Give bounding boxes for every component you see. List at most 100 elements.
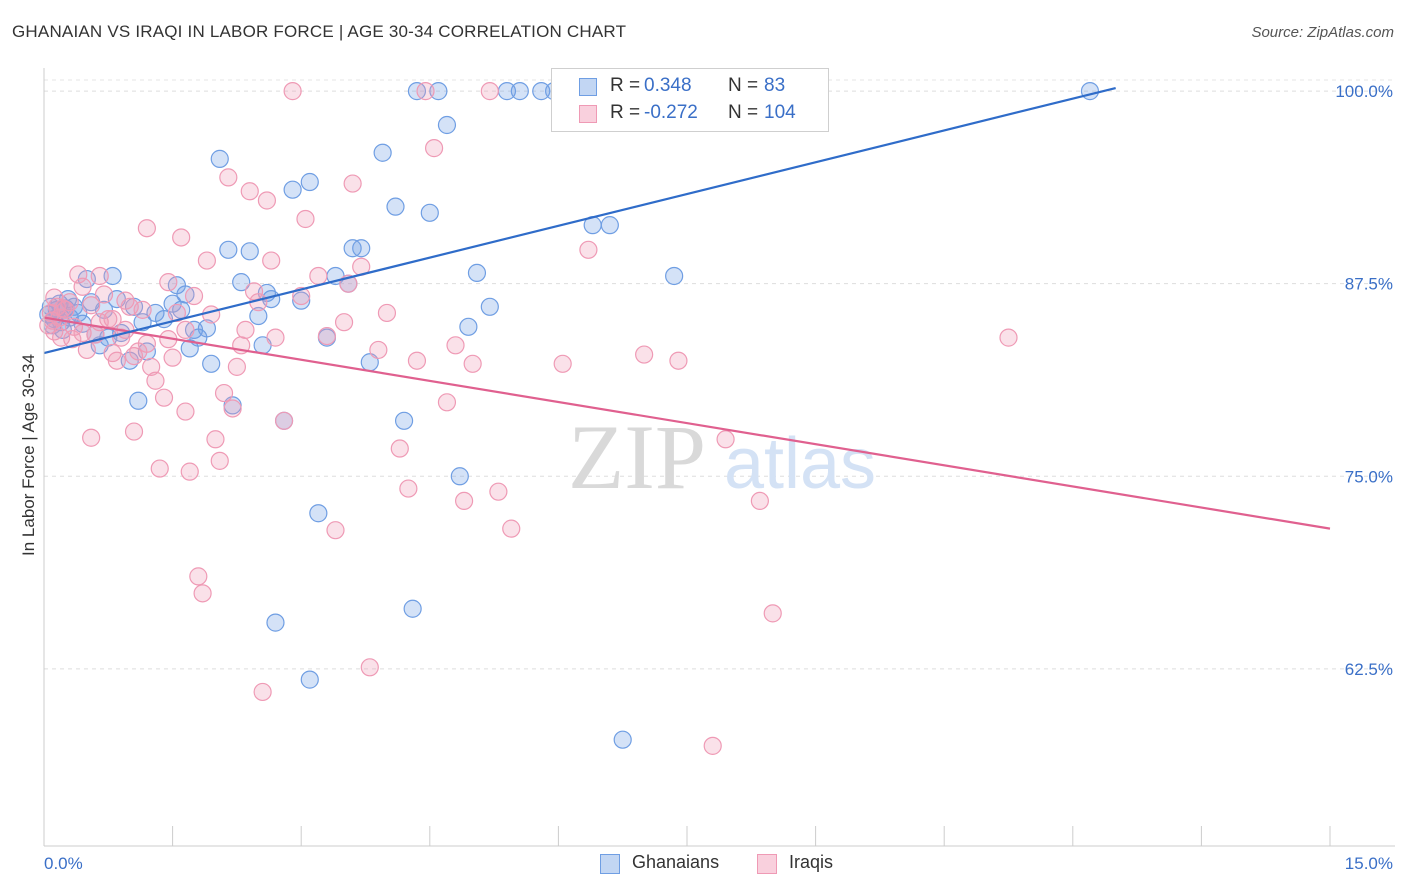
iraqis-point (180, 462, 199, 481)
iraqis-point (137, 334, 156, 353)
ghanaians-point (394, 411, 414, 430)
trend-lines (43, 86, 1331, 530)
iraqis-point (309, 266, 328, 286)
iraqis-label: Iraqis (789, 852, 834, 872)
axes (43, 68, 1395, 847)
legend-r-label: R = (610, 75, 641, 96)
legend-row-iraqis: R = -0.272 N = 104 (552, 102, 828, 128)
ghanaians-point (129, 391, 148, 410)
iraqis-point (369, 340, 388, 360)
iraqis-point (184, 286, 204, 306)
ghanaians-point (450, 467, 469, 486)
ghanaians-swatch-icon (600, 854, 620, 874)
iraqis-point (296, 209, 315, 229)
iraqis-point (159, 273, 178, 292)
legend-swatch-iraqis (579, 105, 597, 123)
grid-lines (44, 79, 1395, 670)
ghanaians-point (510, 82, 529, 101)
iraqis-point (424, 139, 444, 158)
iraqis-points (39, 82, 1018, 755)
iraqis-point (579, 240, 598, 259)
ghanaians-point (467, 263, 487, 282)
legend-n-value: 83 (764, 75, 786, 96)
iraqis-point (124, 346, 144, 366)
iraqis-point (750, 491, 769, 511)
chart-title: GHANAIAN VS IRAQI IN LABOR FORCE | AGE 3… (12, 22, 627, 41)
ghanaians-point (613, 730, 632, 749)
iraqis-point (553, 354, 572, 373)
iraqis-point (407, 351, 427, 370)
y-tick-label: 62.5% (1345, 660, 1393, 679)
iraqis-point (90, 266, 109, 286)
ghanaians-point (1080, 82, 1100, 101)
iraqis-point (146, 371, 165, 390)
ghanaians-point (480, 297, 499, 316)
iraqis-point (669, 351, 688, 370)
source-label: Source: ZipAtlas.com (1251, 24, 1394, 41)
tick-labels: 62.5% 75.0% 87.5% 100.0% 0.0% 15.0% (44, 82, 1393, 873)
iraqis-point (390, 439, 409, 458)
ghanaians-point (266, 613, 285, 632)
iraqis-point (463, 354, 482, 373)
iraqis-point (257, 191, 277, 210)
iraqis-point (172, 228, 191, 247)
legend-r-value: -0.272 (644, 102, 698, 123)
iraqis-point (193, 584, 212, 603)
ghanaians-point (600, 216, 619, 235)
iraqis-point (202, 305, 221, 324)
ghanaians-point (103, 266, 122, 286)
legend-swatch-ghanaians (579, 78, 597, 96)
iraqis-point (343, 174, 362, 193)
iraqis-point (176, 402, 195, 421)
iraqis-point (317, 326, 337, 346)
watermark-atlas: atlas (724, 424, 876, 504)
iraqis-point (416, 82, 435, 101)
ghanaians-point (386, 197, 405, 216)
iraqis-point (999, 328, 1018, 347)
iraqis-point (635, 345, 654, 364)
ghanaians-point (352, 239, 371, 258)
ghanaians-label: Ghanaians (632, 852, 720, 872)
iraqis-point (73, 323, 92, 343)
iraqis-point (45, 322, 64, 341)
iraqis-point (502, 519, 521, 538)
ghanaians-point (219, 240, 238, 259)
legend-r-value: 0.348 (644, 75, 692, 96)
x-tick-label: 15.0% (1345, 854, 1393, 873)
iraqis-point (334, 313, 354, 332)
iraqis-point (137, 219, 156, 238)
ghanaians-point (373, 143, 392, 162)
iraqis-point (227, 357, 246, 376)
ghanaians-point (292, 291, 311, 310)
ghanaians-point (249, 306, 268, 326)
ghanaians-point (437, 115, 457, 135)
y-tick-label: 75.0% (1345, 467, 1393, 486)
iraqis-point (377, 303, 397, 323)
stats-legend: R = 0.348 N = 83 R = -0.272 N = 104 (551, 68, 829, 132)
iraqis-point (283, 82, 302, 101)
iraqis-point (262, 251, 281, 270)
ghanaians-point (420, 203, 439, 222)
iraqis-point (266, 328, 285, 347)
iraqis-point (253, 682, 272, 702)
iraqis-point (210, 451, 229, 470)
iraqis-point (399, 479, 418, 498)
iraqis-point (326, 521, 345, 540)
iraqis-point (124, 422, 144, 441)
iraqis-point (150, 459, 169, 478)
iraqis-point (94, 285, 114, 304)
iraqis-point (103, 310, 122, 329)
iraqis-trendline (43, 316, 1331, 530)
iraqis-point (244, 282, 264, 301)
ghanaians-point (197, 319, 216, 338)
iraqis-point (154, 388, 174, 407)
legend-n-label: N = (728, 102, 759, 123)
ghanaians-point (459, 317, 478, 336)
iraqis-point (142, 357, 161, 376)
ghanaians-point (665, 266, 684, 286)
ghanaians-point (309, 504, 328, 523)
ghanaians-point (202, 354, 221, 373)
iraqis-point (703, 736, 722, 755)
iraqis-point (240, 182, 259, 201)
